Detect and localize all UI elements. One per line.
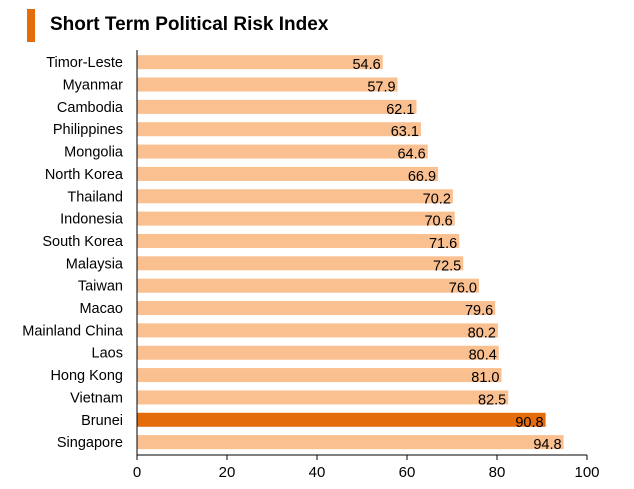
- value-label: 94.8: [533, 437, 561, 453]
- category-label: Taiwan: [78, 279, 123, 295]
- value-label: 80.4: [469, 348, 497, 364]
- bar: [137, 122, 421, 137]
- value-label: 76.0: [449, 281, 477, 297]
- value-label: 62.1: [386, 102, 414, 118]
- value-label: 66.9: [408, 169, 436, 185]
- category-label: Vietnam: [70, 390, 123, 406]
- value-label: 81.0: [471, 370, 499, 386]
- category-label: Thailand: [67, 189, 123, 205]
- value-label: 63.1: [391, 124, 419, 140]
- value-label: 64.6: [397, 147, 425, 163]
- category-label: Brunei: [81, 413, 123, 429]
- x-tick-label: 40: [309, 464, 326, 481]
- bar: [137, 77, 398, 92]
- bar: [137, 233, 460, 248]
- bar: [137, 144, 428, 159]
- bar: [137, 301, 496, 316]
- category-label: Myanmar: [63, 78, 124, 94]
- bar: [137, 278, 479, 293]
- chart-title: Short Term Political Risk Index: [50, 14, 329, 35]
- bar: [137, 55, 383, 70]
- value-label: 72.5: [433, 258, 461, 274]
- category-label: Laos: [92, 346, 123, 362]
- x-tick-label: 80: [489, 464, 506, 481]
- value-label: 71.6: [429, 236, 457, 252]
- category-label: South Korea: [42, 234, 124, 250]
- category-label: Indonesia: [60, 212, 124, 228]
- x-tick-label: 60: [399, 464, 416, 481]
- bar: [137, 368, 502, 383]
- category-label: Philippines: [53, 122, 123, 138]
- bar: [137, 390, 509, 405]
- category-label: Hong Kong: [50, 368, 123, 384]
- bar: [137, 211, 455, 226]
- bar: [137, 99, 417, 114]
- x-tick-label: 0: [133, 464, 141, 481]
- value-label: 54.6: [352, 57, 380, 73]
- category-label: Malaysia: [66, 256, 124, 272]
- x-tick-label: 20: [219, 464, 236, 481]
- value-label: 79.6: [465, 303, 493, 319]
- category-label: Macao: [79, 301, 123, 317]
- value-label: 70.6: [424, 214, 452, 230]
- bar: [137, 166, 439, 181]
- category-label: Timor-Leste: [46, 55, 123, 71]
- bar: [137, 412, 546, 427]
- x-tick-label: 100: [574, 464, 599, 481]
- title-accent-bar: [27, 9, 35, 42]
- value-label: 82.5: [478, 392, 506, 408]
- value-label: 80.2: [468, 325, 496, 341]
- bar: [137, 323, 498, 338]
- category-label: Cambodia: [57, 100, 124, 116]
- value-label: 57.9: [367, 80, 395, 96]
- bar: [137, 189, 453, 204]
- bar: [137, 345, 499, 360]
- category-label: Mainland China: [22, 323, 124, 339]
- category-label: North Korea: [45, 167, 124, 183]
- bar: [137, 256, 464, 271]
- category-label: Mongolia: [64, 145, 124, 161]
- value-label: 90.8: [515, 415, 543, 431]
- value-label: 70.2: [423, 191, 451, 207]
- category-label: Singapore: [57, 435, 123, 451]
- bar: [137, 435, 564, 450]
